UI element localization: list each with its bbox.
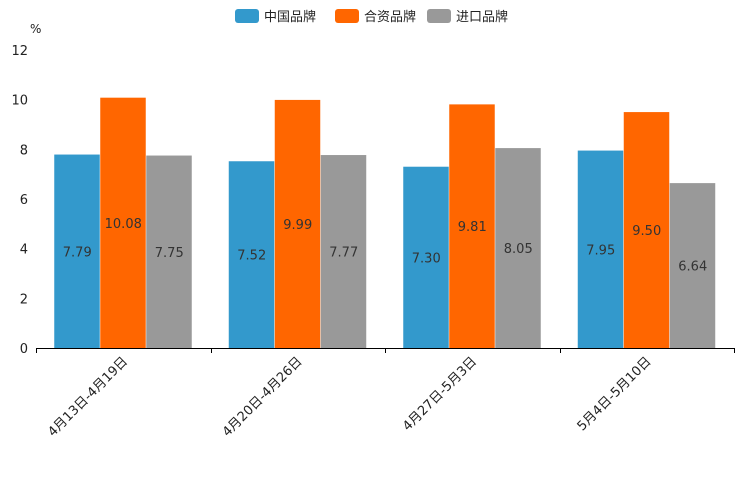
bar-value-label-0-0: 7.79 (63, 245, 92, 260)
bar-value-label-3-0: 7.95 (586, 243, 615, 258)
bar-value-label-3-1: 9.50 (632, 224, 661, 239)
bar-0-1 (100, 97, 146, 349)
bar-value-label-2-0: 7.30 (412, 251, 441, 266)
bar-value-label-0-2: 7.75 (155, 246, 184, 261)
bar-2-0 (403, 166, 449, 348)
x-axis-ticks (36, 348, 735, 353)
bar-1-1 (274, 99, 321, 348)
bar-value-label-2-1: 9.81 (458, 220, 487, 235)
legend-swatch-2 (427, 9, 451, 23)
bar-value-label-2-2: 8.05 (504, 242, 533, 257)
x-category-label-1: 4月20日-4月26日 (220, 354, 306, 440)
x-category-label-0: 4月13日-4月19日 (45, 354, 131, 440)
bar-0-2 (146, 155, 192, 348)
legend-swatch-1 (335, 9, 359, 23)
y-axis-ticks: 0 2 4 6 8 10 12 (11, 44, 28, 357)
y-tick-label-2: 4 (20, 243, 28, 258)
bar-value-label-3-2: 6.64 (678, 260, 707, 275)
y-tick-label-6: 12 (11, 44, 28, 59)
y-tick-label-3: 6 (20, 193, 28, 208)
bar-value-label-0-1: 10.08 (105, 217, 142, 232)
y-tick-label-1: 2 (20, 292, 28, 307)
bar-labels: 7.79 10.08 7.75 7.52 9.99 7.77 7.30 9.81 8.05 7.9… (63, 217, 707, 275)
y-axis-unit-label: % (30, 22, 41, 36)
bar-value-label-1-0: 7.52 (237, 249, 266, 264)
legend-swatch-0 (235, 9, 259, 23)
bar-3-1 (623, 112, 670, 348)
bar-2-1 (449, 104, 495, 348)
bar-1-2 (320, 155, 367, 348)
y-tick-label-0: 0 (20, 342, 28, 357)
bar-3-0 (577, 150, 624, 348)
legend-label-0: 中国品牌 (264, 9, 316, 25)
x-category-label-3: 5月4日-5月10日 (575, 354, 655, 434)
x-axis-category-labels: 4月13日-4月19日 4月20日-4月26日 4月27日-5月3日 5月4日-5月1… (45, 354, 654, 440)
bar-1-0 (228, 161, 275, 348)
y-tick-label-5: 10 (11, 94, 28, 109)
bar-0-0 (54, 154, 100, 348)
legend-label-2: 进口品牌 (456, 9, 508, 25)
bar-3-2 (669, 183, 716, 348)
bar-2-2 (495, 148, 541, 348)
legend: 中国品牌 合资品牌 进口品牌 (235, 9, 508, 25)
x-category-label-2: 4月27日-5月3日 (400, 354, 480, 434)
bars (54, 97, 716, 349)
legend-label-1: 合资品牌 (364, 9, 416, 25)
bar-value-label-1-1: 9.99 (283, 218, 312, 233)
bar-value-label-1-2: 7.77 (329, 246, 358, 261)
y-tick-label-4: 8 (20, 143, 28, 158)
